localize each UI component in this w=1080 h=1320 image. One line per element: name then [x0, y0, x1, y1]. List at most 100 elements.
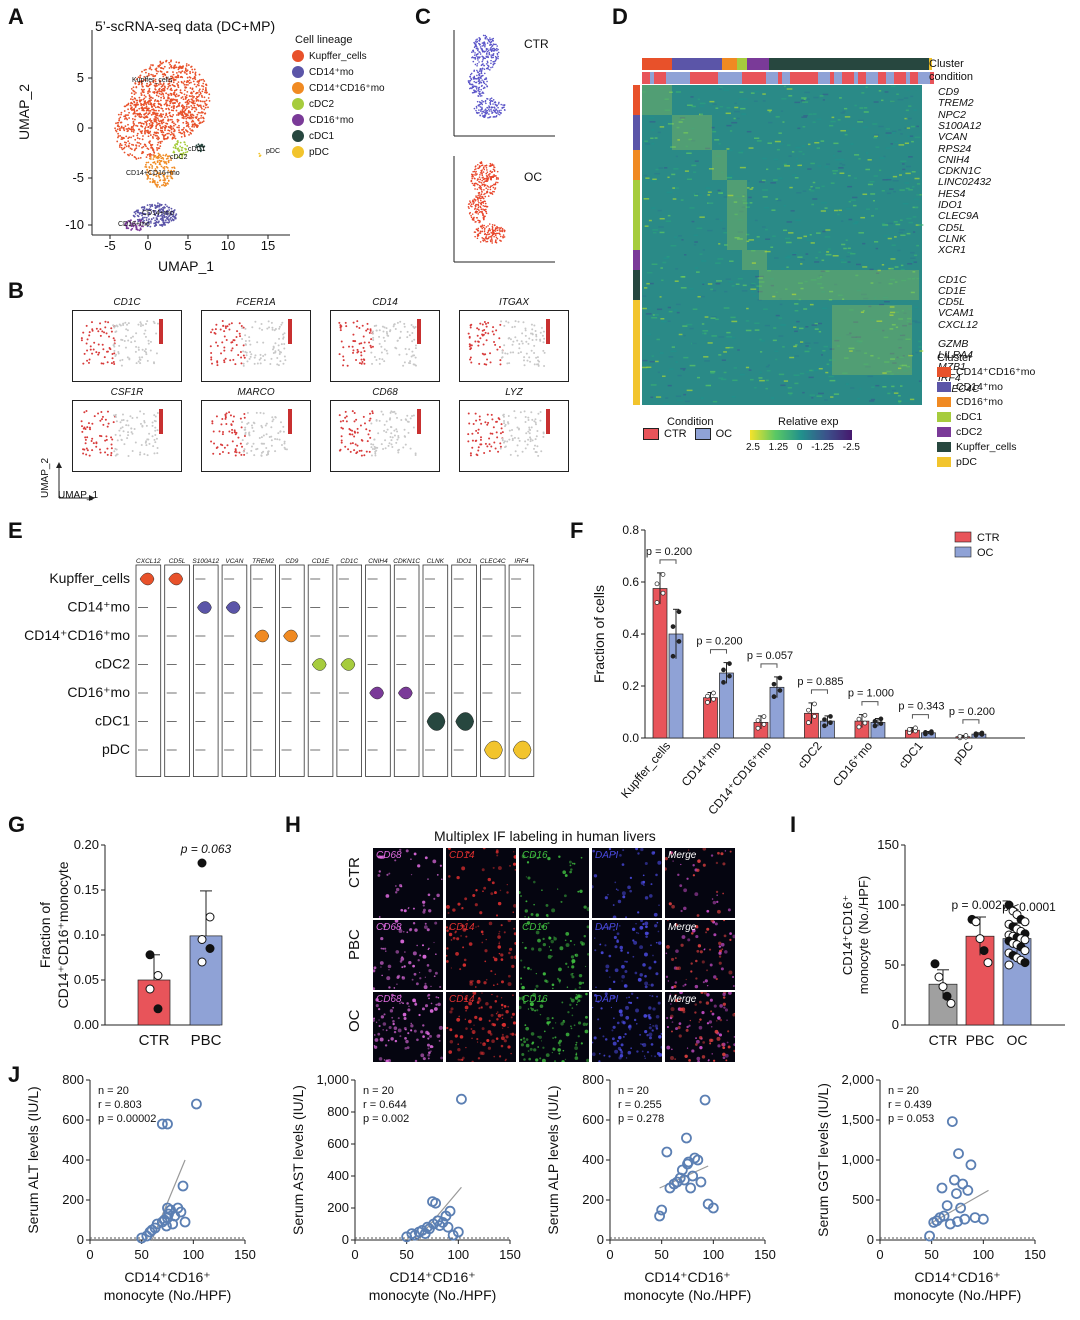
umap-point: [163, 97, 165, 100]
umap-point: [136, 137, 139, 139]
feature-point: [92, 442, 95, 445]
feature-point: [229, 359, 232, 362]
heatmap-gene-label: CLNK: [938, 232, 967, 245]
umap-point: [189, 128, 191, 130]
heatmap-cell: [893, 221, 898, 223]
umap-point: [147, 103, 150, 105]
umap-point: [174, 147, 177, 150]
heatmap-cell: [739, 166, 746, 169]
heatmap-cell: [804, 280, 808, 283]
umap-point: [497, 177, 499, 179]
feature-point: [118, 429, 121, 432]
feature-plot-gene: ITGAX: [498, 297, 529, 308]
heatmap-cell: [718, 354, 722, 356]
heatmap-cell: [908, 308, 913, 310]
feature-point: [380, 410, 383, 413]
feature-point: [414, 452, 417, 455]
feature-point: [131, 335, 134, 338]
violin-shape: [283, 629, 298, 643]
umap-point: [171, 76, 174, 79]
heatmap-cell: [891, 323, 896, 326]
heatmap-cell: [913, 198, 920, 200]
umap-point: [170, 77, 173, 80]
heatmap-cell: [808, 113, 813, 115]
heatmap-gene-label: VCAM1: [938, 307, 975, 320]
feature-point: [243, 356, 246, 359]
umap-point: [149, 177, 152, 180]
umap-point: [138, 115, 141, 118]
umap-point: [146, 169, 149, 171]
umap-point: [185, 83, 188, 86]
feature-point: [370, 422, 373, 425]
feature-point: [130, 431, 133, 434]
feature-point: [514, 336, 517, 339]
umap-point: [160, 83, 162, 86]
heatmap-cell: [816, 395, 823, 397]
feature-point: [115, 330, 118, 333]
heatmap-cell: [909, 353, 914, 355]
umap-point: [173, 166, 176, 169]
umap-point: [484, 57, 487, 60]
umap-point: [150, 96, 153, 99]
heatmap-cell: [873, 134, 879, 136]
feature-point: [272, 418, 275, 421]
feature-point: [152, 445, 155, 448]
umap-point: [181, 96, 184, 98]
feature-point: [137, 346, 140, 349]
feature-plot-points: [467, 409, 550, 457]
feature-point: [341, 427, 344, 430]
legend-label: cDC2: [956, 426, 983, 438]
heatmap-cell: [770, 182, 777, 184]
umap-point: [479, 46, 482, 48]
heatmap-cell: [883, 336, 889, 339]
umap-point: [170, 159, 172, 161]
heatmap-cell: [902, 168, 906, 171]
umap-point: [470, 180, 473, 183]
heatmap-cell: [681, 118, 685, 120]
feature-point: [149, 349, 152, 352]
heatmap-cell: [827, 248, 831, 250]
heatmap-cell: [797, 256, 803, 258]
cluster-legend-item: cDC1: [937, 411, 982, 423]
umap-point: [167, 118, 170, 121]
umap-point: [154, 85, 157, 88]
heatmap-cell: [688, 138, 692, 141]
feature-point: [237, 436, 240, 439]
heatmap-cell: [705, 187, 711, 189]
umap-point: [127, 102, 130, 105]
feature-point: [467, 332, 470, 335]
heatmap-cell: [822, 350, 826, 352]
umap-point: [487, 233, 489, 236]
heatmap-cell: [705, 384, 712, 387]
umap-point: [142, 206, 145, 209]
feature-point: [262, 412, 265, 415]
heatmap-cell: [824, 399, 828, 401]
heatmap-cell: [668, 356, 674, 358]
feature-point: [116, 439, 119, 442]
feature-point: [368, 419, 371, 422]
umap-point: [149, 66, 152, 69]
umap-point: [158, 90, 161, 93]
umap-point: [149, 220, 152, 223]
umap-point: [180, 97, 183, 99]
feature-point: [279, 421, 282, 424]
heatmap-cell: [775, 314, 780, 317]
feature-point: [534, 421, 537, 424]
umap-point: [497, 51, 500, 54]
feature-point: [103, 356, 106, 359]
feature-point: [477, 328, 480, 331]
heatmap-gene-label: LINC02432: [938, 176, 992, 189]
heatmap-cell: [810, 190, 815, 192]
umap-point: [481, 169, 484, 171]
feature-point: [282, 362, 285, 365]
umap-point: [484, 195, 487, 198]
umap-point: [200, 117, 202, 119]
feature-point: [256, 362, 259, 365]
umap-point: [129, 219, 132, 222]
heatmap-cell: [774, 257, 779, 259]
umap-point: [190, 81, 192, 84]
feature-point: [469, 358, 472, 361]
umap-point: [485, 226, 488, 228]
feature-plot-points: [338, 409, 421, 457]
heatmap-gene-label: CLEC9A: [938, 210, 979, 223]
